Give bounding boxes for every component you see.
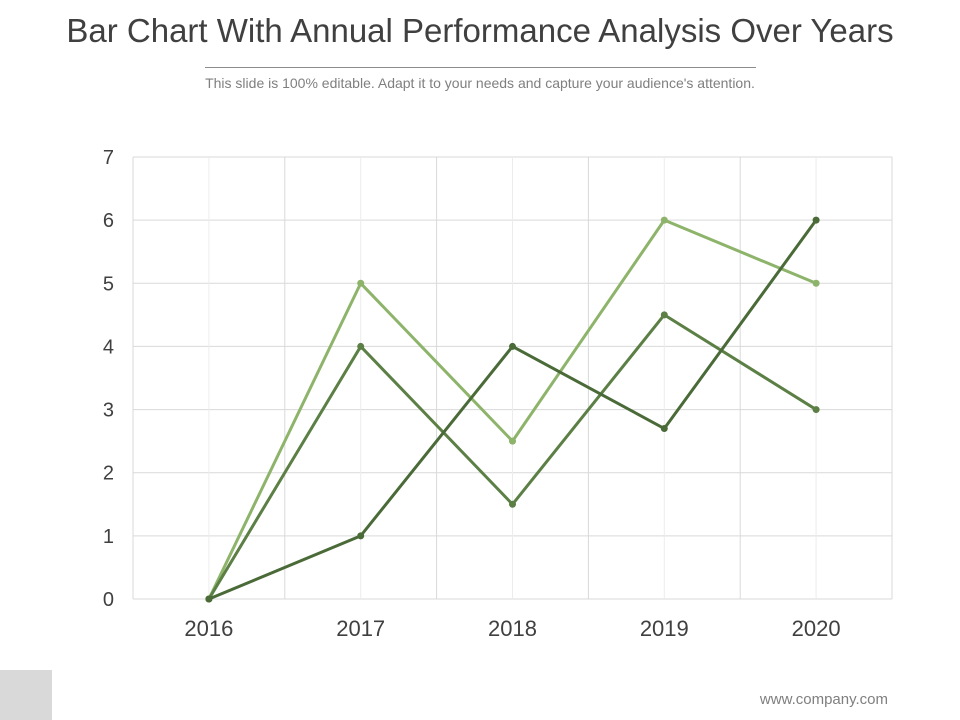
data-point bbox=[357, 279, 365, 287]
data-point bbox=[509, 342, 516, 350]
y-tick-label: 6 bbox=[103, 210, 114, 232]
data-point bbox=[509, 437, 516, 445]
y-tick-label: 0 bbox=[103, 589, 114, 611]
slide-subtitle: This slide is 100% editable. Adapt it to… bbox=[205, 75, 755, 91]
x-tick-label: 2020 bbox=[792, 616, 841, 641]
data-point bbox=[357, 342, 365, 350]
data-point bbox=[812, 216, 820, 224]
y-axis-tick-labels: 0 1 2 3 4 5 6 7 bbox=[103, 147, 114, 611]
data-point bbox=[509, 500, 516, 508]
data-point bbox=[812, 279, 820, 287]
data-point bbox=[357, 532, 365, 540]
x-tick-label: 2018 bbox=[488, 616, 537, 641]
x-axis-tick-labels: 2016 2017 2018 2019 2020 bbox=[184, 616, 840, 641]
y-tick-label: 3 bbox=[103, 400, 114, 422]
data-point bbox=[660, 311, 668, 319]
x-tick-label: 2019 bbox=[640, 616, 689, 641]
data-point bbox=[660, 425, 668, 433]
data-point bbox=[205, 595, 213, 603]
chart-series bbox=[205, 216, 820, 603]
x-tick-label: 2017 bbox=[336, 616, 385, 641]
series-3 bbox=[205, 216, 820, 603]
x-tick-label: 2016 bbox=[184, 616, 233, 641]
y-tick-label: 5 bbox=[103, 273, 114, 295]
y-tick-label: 4 bbox=[103, 336, 114, 358]
y-tick-label: 7 bbox=[103, 147, 114, 169]
footer-decoration bbox=[0, 670, 52, 720]
chart-gridlines bbox=[132, 156, 893, 600]
slide-title: Bar Chart With Annual Performance Analys… bbox=[66, 12, 894, 49]
y-tick-label: 1 bbox=[103, 526, 114, 548]
series-2 bbox=[205, 311, 820, 603]
data-point bbox=[660, 216, 668, 224]
footer-url: www.company.com bbox=[759, 691, 888, 708]
y-tick-label: 2 bbox=[103, 463, 114, 485]
data-point bbox=[812, 406, 820, 414]
title-divider bbox=[205, 67, 756, 68]
